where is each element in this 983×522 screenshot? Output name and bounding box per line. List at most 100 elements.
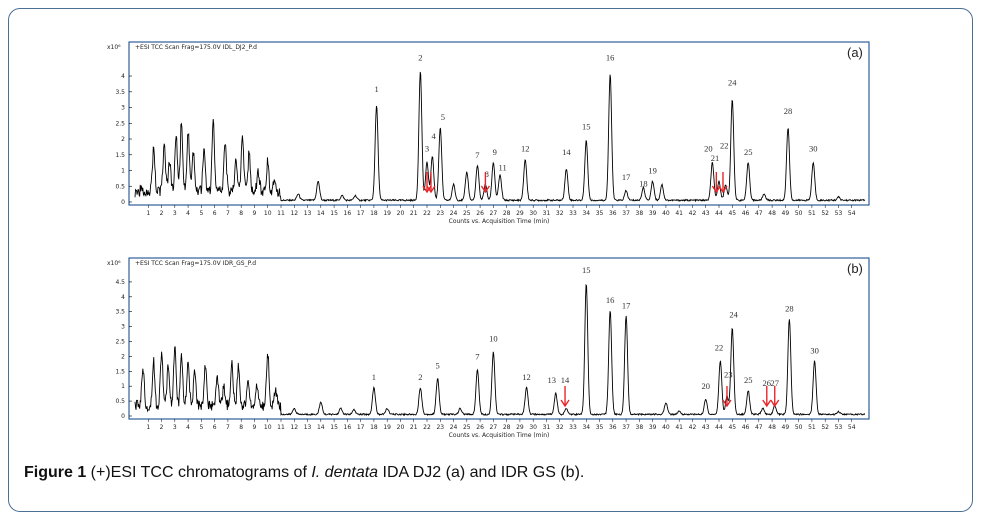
x-tick-label: 34 bbox=[582, 210, 590, 217]
x-tick-label: 52 bbox=[821, 210, 829, 217]
x-tick-label: 22 bbox=[423, 424, 431, 431]
peak-number-label: 7 bbox=[475, 351, 479, 361]
x-tick-label: 54 bbox=[848, 210, 856, 217]
peak-number-label: 17 bbox=[622, 172, 631, 182]
red-arrow-marker bbox=[711, 172, 721, 194]
plot-frame bbox=[128, 257, 870, 420]
y-exponent-label: x10⁶ bbox=[107, 260, 121, 267]
caption-species-name: I. dentata bbox=[311, 464, 379, 481]
peak-number-label: 10 bbox=[489, 334, 498, 344]
x-tick-label: 3 bbox=[173, 424, 177, 431]
x-tick-label: 31 bbox=[543, 424, 551, 431]
y-tick-label: 0 bbox=[121, 199, 125, 206]
x-tick-label: 24 bbox=[450, 210, 458, 217]
red-arrow-marker bbox=[560, 386, 570, 408]
peak-number-label: 12 bbox=[521, 144, 530, 154]
x-tick-label: 6 bbox=[213, 424, 217, 431]
caption-text-after: IDA DJ2 (a) and IDR GS (b). bbox=[378, 464, 585, 481]
panel-a: +ESI TCC Scan Frag=175.0V IDL_DJ2_P.d x10… bbox=[107, 41, 870, 225]
x-tick-label: 38 bbox=[636, 424, 644, 431]
peak-number-label: 20 bbox=[704, 144, 713, 154]
y-tick-label: 4 bbox=[121, 294, 125, 301]
x-tick-label: 54 bbox=[848, 424, 856, 431]
x-tick-label: 53 bbox=[835, 424, 843, 431]
x-tick-label: 26 bbox=[476, 424, 484, 431]
x-tick-label: 49 bbox=[782, 210, 790, 217]
x-tick-label: 23 bbox=[436, 210, 444, 217]
x-tick-label: 48 bbox=[768, 210, 776, 217]
x-tick-label: 28 bbox=[503, 424, 511, 431]
x-tick-label: 7 bbox=[226, 210, 230, 217]
red-arrow-marker bbox=[426, 172, 436, 194]
x-tick-label: 2 bbox=[160, 424, 164, 431]
peak-number-label: 7 bbox=[475, 150, 479, 160]
peak-number-label: 3 bbox=[425, 144, 429, 154]
x-tick-label: 21 bbox=[410, 424, 418, 431]
peak-number-label: 24 bbox=[728, 77, 737, 87]
x-tick-label: 17 bbox=[357, 210, 365, 217]
x-tick-label: 21 bbox=[410, 210, 418, 217]
x-tick-label: 47 bbox=[755, 424, 763, 431]
x-tick-label: 10 bbox=[264, 424, 272, 431]
x-tick-label: 47 bbox=[755, 210, 763, 217]
peak-number-label: 5 bbox=[435, 360, 439, 370]
x-tick-label: 12 bbox=[290, 210, 298, 217]
x-tick-label: 11 bbox=[277, 210, 285, 217]
caption-text-before: (+)ESI TCC chromatograms of bbox=[86, 464, 312, 481]
x-tick-label: 24 bbox=[450, 424, 458, 431]
x-tick-label: 51 bbox=[808, 210, 816, 217]
peak-number-label: 28 bbox=[785, 304, 794, 314]
y-tick-label: 1 bbox=[121, 383, 125, 390]
x-tick-label: 27 bbox=[490, 424, 498, 431]
x-tick-label: 11 bbox=[277, 424, 285, 431]
peak-number-label: 1 bbox=[374, 84, 378, 94]
y-tick-label: 4.5 bbox=[115, 279, 125, 286]
x-tick-label: 46 bbox=[742, 210, 750, 217]
y-tick-label: 2.5 bbox=[115, 339, 125, 346]
x-tick-label: 2 bbox=[160, 210, 164, 217]
x-tick-label: 5 bbox=[199, 424, 203, 431]
x-tick-label: 50 bbox=[795, 210, 803, 217]
y-tick-label: 3 bbox=[121, 324, 125, 331]
y-tick-label: 0.5 bbox=[115, 398, 125, 405]
x-tick-label: 26 bbox=[476, 210, 484, 217]
figure-caption: Figure 1 (+)ESI TCC chromatograms of I. … bbox=[24, 464, 584, 482]
peak-number-label: 30 bbox=[810, 345, 819, 355]
x-tick-label: 31 bbox=[543, 210, 551, 217]
x-tick-label: 45 bbox=[728, 210, 736, 217]
x-tick-label: 36 bbox=[609, 210, 617, 217]
peak-number-label: 23 bbox=[724, 369, 733, 379]
x-tick-label: 25 bbox=[463, 210, 471, 217]
x-tick-label: 37 bbox=[622, 210, 630, 217]
peak-number-label: 25 bbox=[744, 147, 753, 157]
x-tick-label: 27 bbox=[490, 210, 498, 217]
peak-number-label: 28 bbox=[784, 106, 793, 116]
peak-number-label: 20 bbox=[701, 381, 710, 391]
x-tick-label: 51 bbox=[808, 424, 816, 431]
x-tick-label: 35 bbox=[596, 210, 604, 217]
x-tick-label: 8 bbox=[239, 424, 243, 431]
red-arrow-marker bbox=[422, 172, 432, 194]
x-tick-label: 33 bbox=[569, 210, 577, 217]
x-tick-label: 48 bbox=[768, 424, 776, 431]
x-tick-label: 6 bbox=[213, 210, 217, 217]
x-tick-label: 40 bbox=[662, 424, 670, 431]
peak-number-label: 14 bbox=[562, 147, 571, 157]
peak-number-label: 13 bbox=[548, 375, 557, 385]
y-tick-label: 2 bbox=[121, 136, 125, 143]
x-tick-label: 4 bbox=[186, 424, 190, 431]
x-tick-label: 53 bbox=[835, 210, 843, 217]
peak-number-label: 1 bbox=[372, 372, 376, 382]
peak-number-label: 19 bbox=[648, 166, 657, 176]
figure-frame bbox=[8, 8, 973, 512]
red-arrow-marker bbox=[480, 172, 490, 194]
x-tick-label: 42 bbox=[689, 424, 697, 431]
peak-number-label: 2 bbox=[418, 372, 422, 382]
x-tick-label: 1 bbox=[146, 210, 150, 217]
x-tick-label: 1 bbox=[146, 424, 150, 431]
x-tick-label: 19 bbox=[383, 424, 391, 431]
panel-header-text: +ESI TCC Scan Frag=175.0V IDR_GS_P.d bbox=[135, 260, 256, 267]
x-tick-label: 18 bbox=[370, 424, 378, 431]
x-tick-label: 23 bbox=[436, 424, 444, 431]
